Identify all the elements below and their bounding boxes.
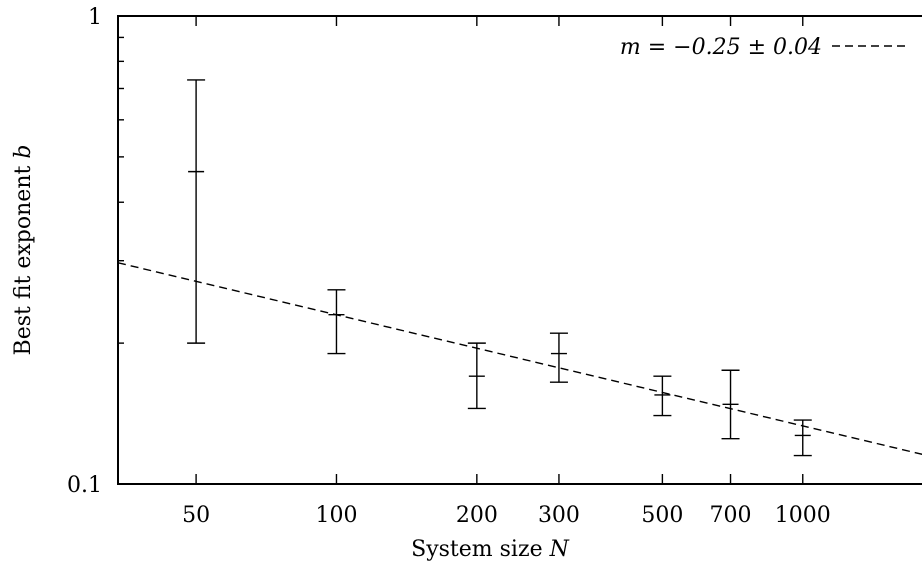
y-axis-label: Best fit exponent b: [11, 145, 36, 356]
axis-ticks: 50 100 200 300 500 700 1000 0.1 1: [67, 5, 831, 528]
plot-frame: [117, 15, 922, 485]
error-bar-point: [187, 79, 206, 344]
x-tick-label: 500: [641, 503, 683, 528]
plot-area: [118, 262, 922, 455]
error-bar-point: [549, 332, 568, 383]
x-tick-label: 50: [182, 503, 210, 528]
y-tick-label: 1: [88, 5, 102, 30]
error-bar-point: [721, 369, 740, 440]
y-tick-label: 0.1: [67, 473, 102, 498]
fit-line: [118, 262, 922, 455]
legend-label: m = −0.25 ± 0.04: [620, 35, 822, 60]
x-tick-label: 700: [710, 503, 752, 528]
error-bar-point: [793, 419, 812, 457]
x-axis-label: System size N: [411, 537, 569, 562]
x-tick-label: 1000: [775, 503, 831, 528]
error-bar-point: [467, 342, 486, 410]
error-bar-point: [653, 375, 672, 417]
error-bar-markers: [187, 79, 812, 457]
x-tick-label: 200: [456, 503, 498, 528]
error-bar-point: [327, 289, 346, 355]
x-tick-label: 300: [538, 503, 580, 528]
x-tick-label: 100: [315, 503, 357, 528]
legend: m = −0.25 ± 0.04: [620, 35, 906, 60]
